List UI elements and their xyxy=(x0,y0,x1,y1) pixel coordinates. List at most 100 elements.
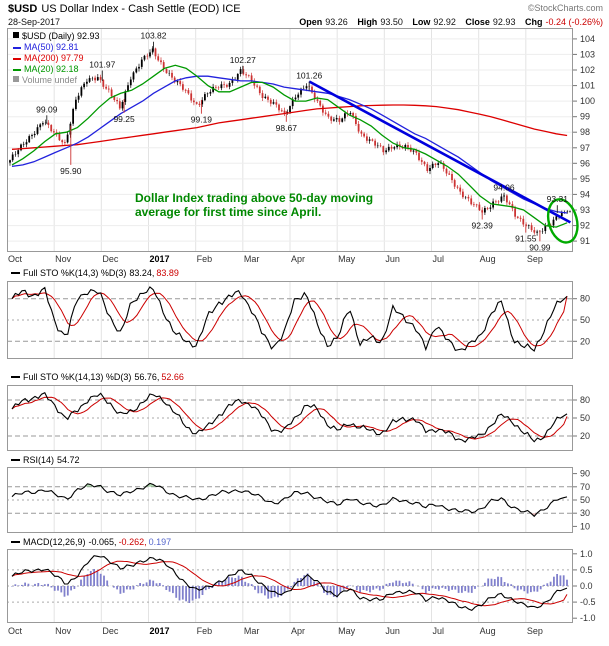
ma200-line-marker-icon xyxy=(13,58,21,60)
svg-text:94.06: 94.06 xyxy=(493,183,515,193)
price-chart: 104 103 102 101 100 99 98 97 96 95 94 93 92 91 99.09 95… xyxy=(7,28,607,252)
svg-text:92: 92 xyxy=(580,221,590,231)
svg-text:104: 104 xyxy=(580,34,595,44)
x-axis-month-label: Jul xyxy=(432,626,445,636)
svg-text:94: 94 xyxy=(580,189,590,199)
x-axis-top: Oct Nov Dec 2017 Feb Mar Apr May Jun Jul Aug Sep xyxy=(7,254,607,266)
x-axis-month-label: Dec xyxy=(102,254,119,264)
macd-line-marker-icon xyxy=(11,541,20,543)
svg-text:10: 10 xyxy=(580,521,590,531)
x-axis-month-label: Nov xyxy=(55,626,72,636)
macd-chart: 1.0 0.5 0.0 -0.5 -1.0 xyxy=(7,549,607,623)
close-label: Close xyxy=(465,17,490,27)
x-axis-month-label: Apr xyxy=(291,626,306,636)
rsi-value: 54.72 xyxy=(57,455,80,465)
x-axis-month-label: Nov xyxy=(55,254,72,264)
annotation-text: Dollar Index trading above 50-day moving… xyxy=(135,191,373,219)
sto-slow-label: Full STO %K(14,13) %D(3) xyxy=(23,372,132,382)
chart-date: 28-Sep-2017 xyxy=(8,17,61,27)
legend-ma200: MA(200) 97.79 xyxy=(13,53,100,64)
x-axis-month-label: Feb xyxy=(196,626,213,636)
svg-text:80: 80 xyxy=(580,294,590,304)
macd-hist-value: 0.197 xyxy=(148,537,172,547)
x-axis-month-label: Sep xyxy=(526,254,543,264)
svg-text:100: 100 xyxy=(580,96,595,106)
svg-text:102.27: 102.27 xyxy=(230,55,256,65)
legend-ma200-label: MA(200) 97.79 xyxy=(24,53,84,63)
svg-text:-1.0: -1.0 xyxy=(580,613,596,623)
rsi-line-marker-icon xyxy=(11,459,20,461)
quote-strip: Open 93.26 High 93.50 Low 92.92 Close 92.93 … xyxy=(292,17,603,27)
x-axis-month-label: Apr xyxy=(291,254,306,264)
svg-text:50: 50 xyxy=(580,315,590,325)
svg-text:70: 70 xyxy=(580,482,590,492)
svg-text:0.0: 0.0 xyxy=(580,581,593,591)
legend-volume: Volume undef xyxy=(13,75,100,86)
svg-text:20: 20 xyxy=(580,431,590,441)
legend-volume-label: Volume undef xyxy=(22,75,78,85)
x-axis-month-label: Feb xyxy=(196,254,213,264)
sto-slow-k-value: 56.76, xyxy=(134,372,160,382)
chart-header: ©StockCharts.com $USD US Dollar Index - C… xyxy=(8,3,603,15)
svg-text:98.67: 98.67 xyxy=(276,123,298,133)
sto-fast-k-value: 83.24, xyxy=(129,268,155,278)
rsi-label: RSI(14) xyxy=(23,455,55,465)
svg-text:91.55: 91.55 xyxy=(515,234,537,244)
sto-fast-line-marker-icon xyxy=(11,272,20,274)
sto-fast-chart: 80 50 20 xyxy=(7,281,607,359)
annotation-line1: Dollar Index trading above 50-day moving xyxy=(135,191,374,205)
svg-text:20: 20 xyxy=(580,336,590,346)
x-axis-month-label: Jun xyxy=(385,626,400,636)
rsi-title: RSI(14) 54.72 xyxy=(11,455,80,465)
annotation-line2: average for first time since April. xyxy=(135,205,322,219)
x-axis-month-label: Jun xyxy=(385,254,400,264)
high-label: High xyxy=(357,17,378,27)
macd-signal-value: -0.262, xyxy=(118,537,147,547)
sto-slow-d-value: 52.66 xyxy=(161,372,184,382)
legend-usd-label: $USD (Daily) 92.93 xyxy=(22,31,100,41)
x-axis-bottom: Oct Nov Dec 2017 Feb Mar Apr May Jun Jul Aug Sep xyxy=(7,626,607,638)
sto-slow-title: Full STO %K(14,13) %D(3) 56.76, 52.66 xyxy=(11,372,184,382)
macd-title: MACD(12,26,9) -0.065, -0.262, 0.197 xyxy=(11,537,171,547)
svg-text:-0.5: -0.5 xyxy=(580,597,596,607)
x-axis-month-label: Oct xyxy=(8,254,23,264)
open-label: Open xyxy=(299,17,323,27)
copyright: ©StockCharts.com xyxy=(527,3,603,13)
chg-value: -0.24 (-0.26%) xyxy=(545,17,603,27)
svg-text:101: 101 xyxy=(580,81,595,91)
svg-text:103.82: 103.82 xyxy=(141,31,167,41)
svg-text:91: 91 xyxy=(580,236,590,246)
price-chart-panel: 104 103 102 101 100 99 98 97 96 95 94 93 92 91 99.09 95… xyxy=(7,28,607,252)
x-axis-month-label: Oct xyxy=(8,626,23,636)
legend-ma20-label: MA(20) 92.18 xyxy=(24,64,79,74)
svg-text:0.5: 0.5 xyxy=(580,565,593,575)
svg-text:90: 90 xyxy=(580,469,590,479)
svg-text:92.39: 92.39 xyxy=(472,221,494,231)
svg-text:95.90: 95.90 xyxy=(60,166,82,176)
svg-text:80: 80 xyxy=(580,395,590,405)
svg-text:103: 103 xyxy=(580,49,595,59)
x-axis-month-label: Mar xyxy=(243,626,260,636)
legend-usd: $USD (Daily) 92.93 xyxy=(13,31,100,42)
x-axis-month-label: 2017 xyxy=(149,254,170,264)
x-axis-month-label: Aug xyxy=(479,626,496,636)
svg-text:96: 96 xyxy=(580,158,590,168)
chg-label: Chg xyxy=(524,17,543,27)
ma20-line-marker-icon xyxy=(13,69,21,71)
legend-ma20: MA(20) 92.18 xyxy=(13,64,100,75)
sto-fast-d-value: 83.89 xyxy=(156,268,179,278)
svg-text:99.09: 99.09 xyxy=(36,104,58,114)
volume-marker-icon xyxy=(13,76,19,82)
svg-text:90.99: 90.99 xyxy=(529,242,551,252)
x-axis-month-label: 2017 xyxy=(149,626,170,636)
x-axis-month-label: Aug xyxy=(479,254,496,264)
sto-slow-chart: 80 50 20 xyxy=(7,385,607,451)
sto-slow-line-marker-icon xyxy=(11,376,20,378)
svg-text:99: 99 xyxy=(580,112,590,122)
rsi-chart: 90 70 50 30 10 xyxy=(7,467,607,533)
low-value: 92.92 xyxy=(433,17,456,27)
svg-text:98: 98 xyxy=(580,127,590,137)
chart-subheader: Open 93.26 High 93.50 Low 92.92 Close 92.93 … xyxy=(8,17,603,27)
sto-fast-label: Full STO %K(14,3) %D(3) xyxy=(23,268,127,278)
